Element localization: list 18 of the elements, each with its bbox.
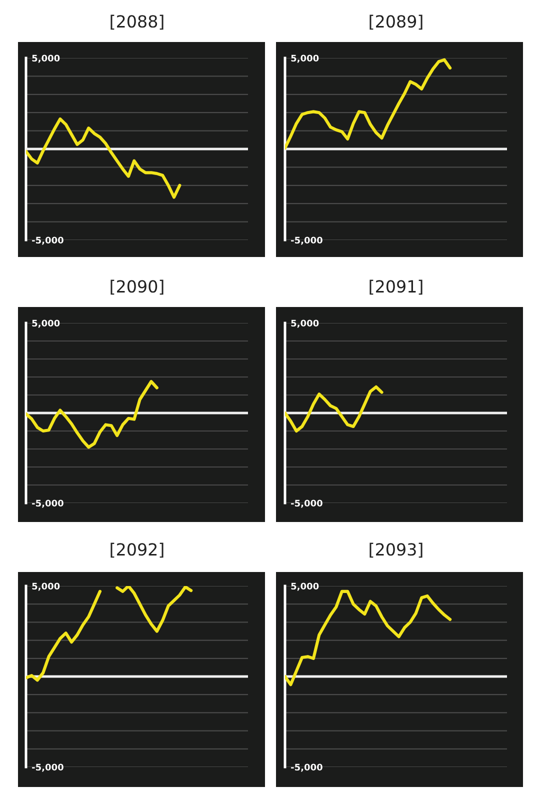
y-tick-label: -5,000 bbox=[32, 764, 64, 772]
y-tick-label: -5,000 bbox=[32, 500, 64, 508]
chart-title: [2090] bbox=[110, 280, 164, 295]
chart-title: [2091] bbox=[370, 280, 422, 295]
y-tick-label: 5,000 bbox=[291, 320, 319, 328]
chart-title: [2088] bbox=[110, 14, 164, 30]
y-tick-label: -5,000 bbox=[291, 500, 322, 508]
y-tick-label: 5,000 bbox=[32, 582, 60, 591]
y-tick-label: -5,000 bbox=[32, 236, 64, 245]
chart-title: [2093] bbox=[370, 542, 422, 558]
chart-title: [2089] bbox=[370, 14, 422, 30]
y-tick-label: 5,000 bbox=[291, 54, 319, 63]
y-tick-label: -5,000 bbox=[291, 764, 322, 772]
y-tick-label: 5,000 bbox=[32, 320, 60, 328]
y-tick-label: 5,000 bbox=[32, 54, 60, 63]
y-tick-label: 5,000 bbox=[291, 582, 319, 591]
chart-title: [2092] bbox=[110, 542, 164, 558]
y-tick-label: -5,000 bbox=[291, 236, 322, 245]
